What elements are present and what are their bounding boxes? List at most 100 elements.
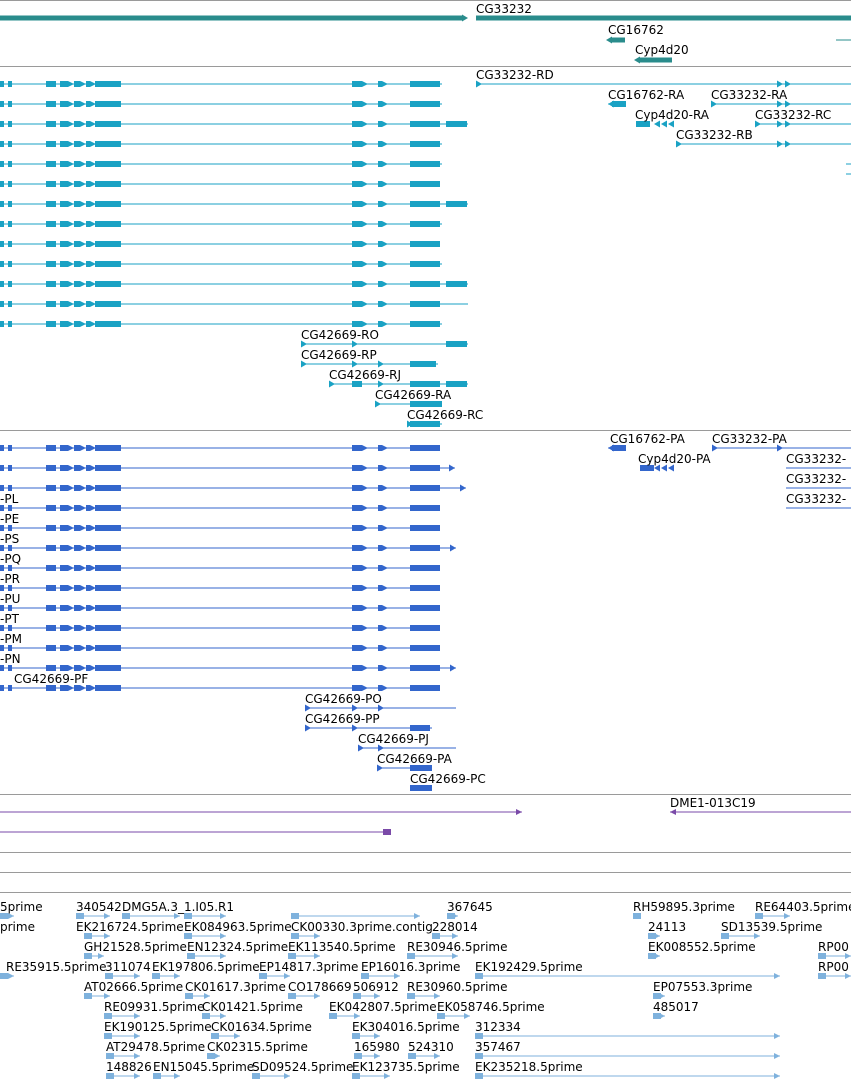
protein-label[interactable]: -PU <box>0 592 21 606</box>
est-label[interactable]: CO178669 <box>288 980 352 994</box>
strand-arrow <box>654 953 660 959</box>
protein-label[interactable]: CG33232- <box>786 452 847 466</box>
transcript-label[interactable]: CG33232-RD <box>476 68 554 82</box>
est-label[interactable]: EK192429.5prime <box>475 960 583 974</box>
transcript-label[interactable]: CG42669-RJ <box>329 368 402 382</box>
est-label[interactable]: EK113540.5prime <box>288 940 396 954</box>
est-label[interactable]: prime <box>0 920 35 934</box>
transcript-label[interactable]: CG42669-RP <box>301 348 377 362</box>
est-label[interactable]: DMG5A.3_1.I05.R1 <box>122 900 235 914</box>
protein-label[interactable]: CG33232- <box>786 492 847 506</box>
protein-label[interactable]: Cyp4d20-PA <box>638 452 711 466</box>
est-label[interactable]: SD09524.5prime <box>252 1060 354 1074</box>
est-label[interactable]: 340542 <box>76 900 122 914</box>
est-label[interactable]: EN12324.5prime <box>187 940 289 954</box>
protein-label[interactable]: CG42669-PF <box>14 672 89 686</box>
est-label[interactable]: RH59895.3prime <box>633 900 735 914</box>
exon-block <box>378 505 382 511</box>
est-label[interactable]: GH21528.5prime <box>84 940 187 954</box>
exon-block <box>74 181 80 187</box>
est-label[interactable]: RE30960.5prime <box>407 980 508 994</box>
est-label[interactable]: RE30946.5prime <box>407 940 508 954</box>
est-label[interactable]: 357467 <box>475 1040 521 1054</box>
transcript-label[interactable]: CG33232-RC <box>755 108 832 122</box>
est-label[interactable]: 524310 <box>408 1040 454 1054</box>
gene-label[interactable]: CG33232 <box>476 2 532 16</box>
exon-block <box>95 141 121 147</box>
gene-label[interactable]: Cyp4d20 <box>635 43 689 57</box>
transcript-label[interactable]: CG33232-RA <box>711 88 788 102</box>
est-label[interactable]: EK058746.5prime <box>437 1000 545 1014</box>
est-label[interactable]: RE09931.5prime <box>104 1000 205 1014</box>
est-label[interactable]: 312334 <box>475 1020 521 1034</box>
est-label[interactable]: CK01617.3prime <box>185 980 286 994</box>
est-label[interactable]: RP00 <box>818 940 849 954</box>
est-label[interactable]: 506912 <box>353 980 399 994</box>
protein-label[interactable]: -PR <box>0 572 20 586</box>
est-label[interactable]: EK304016.5prime <box>352 1020 460 1034</box>
est-label[interactable]: EP16016.3prime <box>361 960 461 974</box>
est-label[interactable]: CK01421.5prime <box>202 1000 303 1014</box>
transcript-label[interactable]: CG42669-RC <box>407 408 484 422</box>
est-label[interactable]: EP07553.3prime <box>653 980 753 994</box>
est-label[interactable]: AT29478.5prime <box>106 1040 206 1054</box>
transcript-label[interactable]: Cyp4d20-RA <box>635 108 710 122</box>
est-label[interactable]: 24113 <box>648 920 687 934</box>
transcript-label[interactable]: CG42669-RO <box>301 328 379 342</box>
protein-label[interactable]: CG42669-PO <box>305 692 382 706</box>
exon-block <box>46 645 56 651</box>
est-label[interactable]: CK00330.3prime.contig <box>291 920 433 934</box>
strand-arrow <box>382 81 388 87</box>
protein-label[interactable]: CG42669-PP <box>305 712 380 726</box>
est-label[interactable]: EK084963.5prime <box>184 920 292 934</box>
protein-label[interactable]: -PT <box>0 612 19 626</box>
est-label[interactable]: CK02315.5prime <box>207 1040 308 1054</box>
est-label[interactable]: EP14817.3prime <box>259 960 359 974</box>
protein-label[interactable]: CG33232- <box>786 472 847 486</box>
est-label[interactable]: 148826 <box>106 1060 152 1074</box>
transcript-label[interactable]: CG33232-RB <box>676 128 753 142</box>
est-label[interactable]: CK01634.5prime <box>211 1020 312 1034</box>
protein-label[interactable]: -PQ <box>0 552 22 566</box>
est-label[interactable]: RE64403.5prime <box>755 900 851 914</box>
est-label[interactable]: EK008552.5prime <box>648 940 756 954</box>
strand-arrow <box>414 913 420 919</box>
protein-label[interactable]: CG42669-PC <box>410 772 486 786</box>
protein-label[interactable]: -PL <box>0 492 19 506</box>
est-label[interactable]: 311074 <box>105 960 151 974</box>
est-label[interactable]: EK042807.5prime <box>329 1000 437 1014</box>
est-label[interactable]: 485017 <box>653 1000 699 1014</box>
protein-label[interactable]: CG33232-PA <box>712 432 787 446</box>
strand-arrow <box>80 445 86 451</box>
est-label[interactable]: EK123735.5prime <box>352 1060 460 1074</box>
est-label[interactable]: 165980 <box>354 1040 400 1054</box>
est-label[interactable]: EK216724.5prime <box>76 920 184 934</box>
est-label[interactable]: EN15045.5prime <box>153 1060 255 1074</box>
gene-label[interactable]: CG16762 <box>608 23 664 37</box>
est-label[interactable]: 367645 <box>447 900 493 914</box>
protein-label[interactable]: -PM <box>0 632 22 646</box>
protein-label[interactable]: CG42669-PA <box>377 752 452 766</box>
est-label[interactable]: RE35915.5prime <box>6 960 107 974</box>
strand-arrow <box>68 81 74 87</box>
protein-label[interactable]: -PS <box>0 532 20 546</box>
transcript-label[interactable]: CG42669-RA <box>375 388 452 402</box>
transcript-label[interactable]: CG16762-RA <box>608 88 685 102</box>
protein-label[interactable]: CG42669-PJ <box>358 732 429 746</box>
strand-arrow <box>362 161 368 167</box>
clone-label[interactable]: DME1-013C19 <box>670 796 756 810</box>
est-label[interactable]: EK190125.5prime <box>104 1020 212 1034</box>
est-label[interactable]: EK197806.5prime <box>152 960 260 974</box>
est-label[interactable]: 5prime <box>0 900 43 914</box>
est-label[interactable]: EK235218.5prime <box>475 1060 583 1074</box>
est-label[interactable]: AT02666.5prime <box>84 980 184 994</box>
est-label[interactable]: RP00 <box>818 960 849 974</box>
protein-label[interactable]: -PN <box>0 652 21 666</box>
protein-label[interactable]: -PE <box>0 512 20 526</box>
strand-arrow <box>777 120 783 128</box>
protein-label[interactable]: CG16762-PA <box>610 432 685 446</box>
strand-arrow <box>382 465 388 471</box>
est-label[interactable]: 228014 <box>432 920 478 934</box>
est-label[interactable]: SD13539.5prime <box>721 920 823 934</box>
